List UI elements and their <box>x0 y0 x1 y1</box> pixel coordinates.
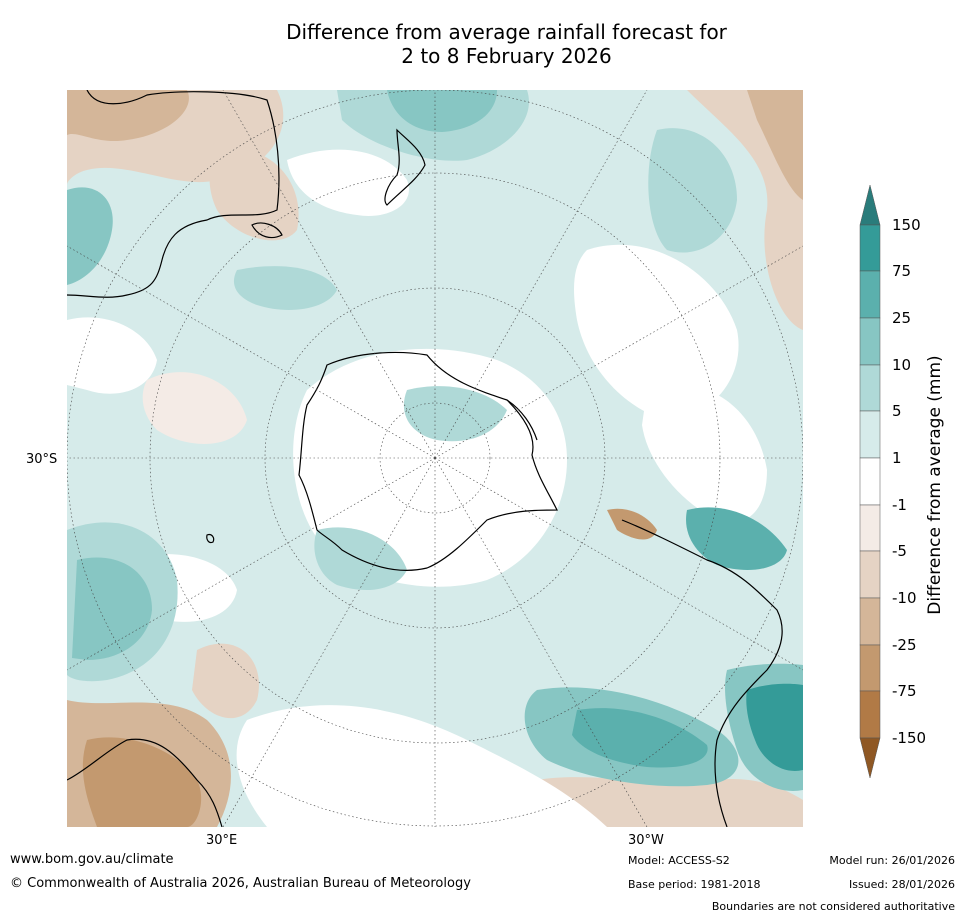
swatch-neg5-10 <box>859 550 881 599</box>
colorbar-ticks: 150 75 25 10 5 1 -1 -5 -10 -25 -75 -150 <box>892 216 926 747</box>
meridian-30e <box>222 457 436 827</box>
meridian-150w <box>434 90 648 459</box>
neutral-band-south-pacific <box>574 244 739 420</box>
swatch-neg75-150 <box>859 690 881 739</box>
tick-5: 5 <box>892 402 902 420</box>
wet-region-brazil-core <box>746 683 803 771</box>
swatch-1-5 <box>859 410 881 459</box>
coastline-south-america <box>621 519 783 827</box>
wet-region-tasman-core <box>387 90 497 132</box>
model-text: Model: ACCESS-S2 <box>628 854 730 867</box>
meridian-60w <box>434 457 803 671</box>
tick-25: 25 <box>892 309 911 327</box>
swatch-lt150 <box>859 737 881 779</box>
wet-region-indian <box>233 266 337 310</box>
wet-anomaly-regions <box>67 90 803 791</box>
graticule <box>67 90 803 827</box>
wet-region-west <box>67 187 113 285</box>
model-run-text: Model run: 26/01/2026 <box>829 854 955 867</box>
tick-10: 10 <box>892 356 911 374</box>
wet-region-chile <box>686 507 787 570</box>
wet-region-weddell <box>403 386 507 442</box>
copyright-text: © Commonwealth of Australia 2026, Austra… <box>10 876 471 891</box>
lat-circle-75s <box>379 402 491 514</box>
swatch-75-150 <box>859 224 881 272</box>
tick-neg10: -10 <box>892 589 917 607</box>
colorbar-label: Difference from average (mm) <box>925 355 945 615</box>
title-line-1: Difference from average rainfall forecas… <box>286 20 727 44</box>
neutral-band-east <box>642 384 767 523</box>
dry-region-se <box>537 777 803 827</box>
coastlines <box>67 90 783 827</box>
dry-region-sw-core <box>82 737 202 827</box>
coastline-australia <box>67 90 280 298</box>
title-line-2: 2 to 8 February 2026 <box>401 44 612 68</box>
tick-1: 1 <box>892 449 902 467</box>
neutral-band-north <box>287 149 409 216</box>
rainfall-anomaly-map <box>67 90 803 827</box>
swatch-neg25-75 <box>859 644 881 692</box>
colorbar-swatches <box>859 184 881 779</box>
dry-region-nw-core <box>67 90 189 142</box>
colorbar: 150 75 25 10 5 1 -1 -5 -10 -25 -75 -150 <box>859 184 926 779</box>
swatch-25-75 <box>859 270 881 319</box>
coastline-antarctic-peninsula <box>506 399 538 441</box>
lon-label-30e: 30°E <box>206 833 238 848</box>
meridian-120w <box>434 245 803 459</box>
neutral-band-south <box>236 705 607 827</box>
swatch-gt150 <box>859 184 881 226</box>
swatch-10-25 <box>859 317 881 366</box>
dry-region-ne-core <box>747 90 803 200</box>
tick-neg25: -25 <box>892 636 917 654</box>
wet-region-south-mid <box>314 527 407 590</box>
dry-region-sw-mid <box>192 643 259 719</box>
tick-150: 150 <box>892 216 921 234</box>
tick-neg1: -1 <box>892 496 907 514</box>
website-link[interactable]: www.bom.gov.au/climate <box>10 852 174 867</box>
coastline-new-zealand <box>384 128 426 206</box>
swatch-neg1-5 <box>859 504 881 552</box>
swatch-5-10 <box>859 364 881 412</box>
wet-region-ne-ocean <box>648 128 737 253</box>
lat-label-30s: 30°S <box>26 452 58 467</box>
disclaimer-text: Boundaries are not considered authoritat… <box>711 900 955 913</box>
dry-anomaly-regions <box>67 90 803 827</box>
coastline-madagascar <box>206 533 215 544</box>
swatch-neg10-25 <box>859 597 881 646</box>
lon-label-30w: 30°W <box>628 833 664 848</box>
coastline-antarctica <box>298 351 558 571</box>
coastline-africa <box>67 738 223 827</box>
dry-region-west <box>142 372 247 444</box>
dry-region-australia-east <box>209 148 299 241</box>
meridian-30w <box>434 457 648 827</box>
lat-circle-60s <box>264 287 606 629</box>
issued-text: Issued: 28/01/2026 <box>848 878 955 891</box>
tick-neg5: -5 <box>892 542 907 560</box>
meridian-60e <box>67 457 436 671</box>
meridian-150e <box>222 90 436 459</box>
map-title: Difference from average rainfall forecas… <box>0 20 965 68</box>
swatch-neutral <box>859 457 881 506</box>
wet-region-sw-ocean-core <box>72 557 152 660</box>
tick-75: 75 <box>892 262 911 280</box>
wet-region-south-atlantic-core <box>572 708 708 768</box>
tick-neg150: -150 <box>892 729 926 747</box>
neutral-band-west <box>67 317 157 394</box>
tick-neg75: -75 <box>892 682 917 700</box>
base-period-text: Base period: 1981-2018 <box>628 878 761 891</box>
meridian-120e <box>67 245 436 459</box>
